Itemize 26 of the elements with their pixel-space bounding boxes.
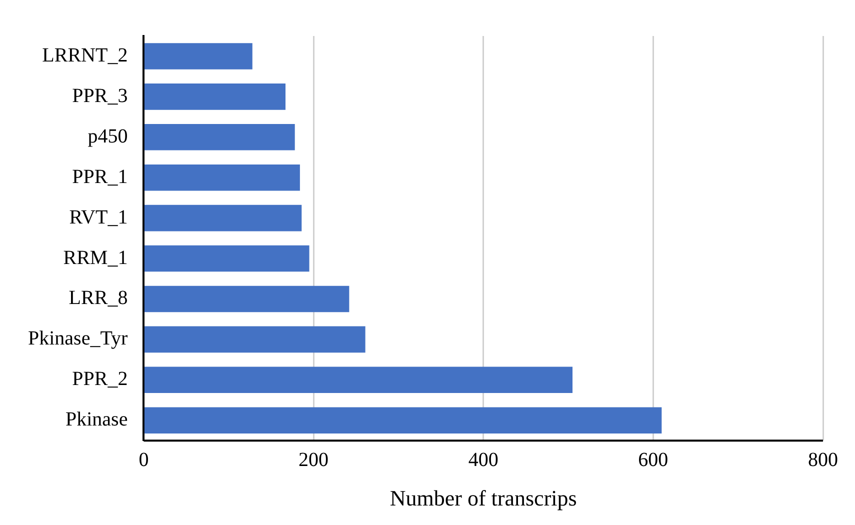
y-tick-label: Pkinase [65, 408, 128, 431]
x-tick-label: 600 [638, 448, 668, 471]
y-tick-label: LRR_8 [68, 287, 128, 310]
bar [144, 84, 286, 110]
y-tick-label: PPR_2 [72, 368, 128, 390]
x-axis-title: Number of transcrips [390, 486, 577, 511]
bar [144, 164, 300, 191]
bar [144, 286, 350, 312]
bar [144, 407, 662, 434]
y-tick-label: LRRNT_2 [42, 44, 128, 66]
bar [144, 245, 310, 272]
y-tick-label: PPR_3 [72, 84, 128, 107]
x-tick-label: 200 [298, 448, 329, 471]
y-tick-label: p450 [88, 125, 128, 148]
y-tick-label: RVT_1 [69, 206, 128, 228]
y-tick-label: RRM_1 [63, 246, 128, 269]
x-tick-label: 0 [138, 448, 149, 471]
bar [144, 43, 252, 70]
y-tick-label: PPR_1 [72, 166, 128, 188]
bar [144, 124, 295, 150]
x-tick-label: 800 [808, 448, 838, 471]
y-tick-label: Pkinase_Tyr [28, 328, 128, 350]
bar [144, 204, 302, 232]
x-tick-label: 400 [468, 448, 498, 471]
bar [144, 366, 573, 394]
bar [144, 326, 366, 353]
